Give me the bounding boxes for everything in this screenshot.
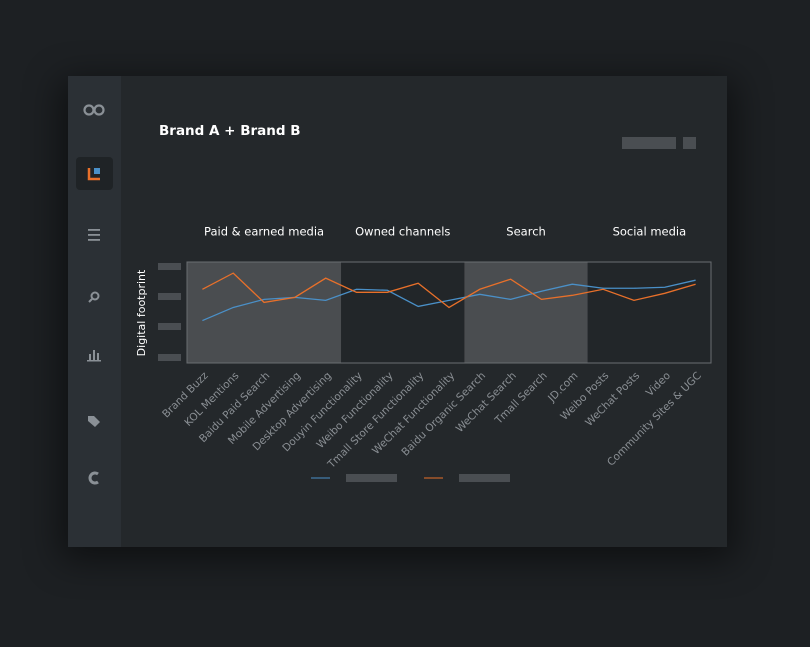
legend-placeholder [346, 474, 397, 482]
group-label: Social media [613, 225, 687, 239]
page-title: Brand A + Brand B [159, 123, 301, 139]
placeholder [683, 137, 696, 149]
search-icon[interactable] [88, 291, 100, 303]
chart-icon-sq [94, 168, 100, 174]
group-band [341, 262, 465, 363]
series-line [202, 279, 696, 322]
series-line [202, 272, 696, 309]
sidebar [68, 76, 121, 547]
bars-icon[interactable] [87, 350, 101, 362]
placeholder [622, 137, 676, 149]
y-tick-placeholders [158, 263, 181, 361]
group-band [587, 262, 711, 363]
list-icon[interactable] [88, 229, 100, 241]
group-label: Paid & earned media [204, 225, 324, 239]
logo-icon [83, 104, 105, 116]
chart-icon [87, 168, 100, 181]
group-band [464, 262, 588, 363]
c-icon[interactable] [88, 471, 99, 485]
group-label: Search [506, 225, 546, 239]
group-label: Owned channels [355, 225, 450, 239]
legend-placeholder [459, 474, 510, 482]
y-axis-label: Digital footprint [135, 269, 148, 356]
group-band [187, 262, 342, 363]
plot-frame [186, 261, 712, 364]
tag-icon[interactable] [88, 416, 100, 427]
